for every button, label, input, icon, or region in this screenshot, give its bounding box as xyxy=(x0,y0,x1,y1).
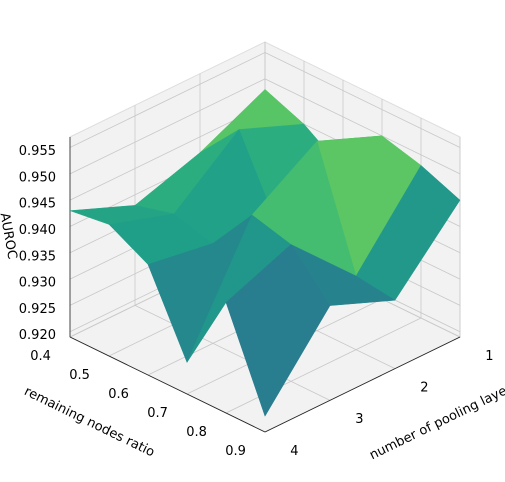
y-tick-label: 0.9 xyxy=(225,444,246,459)
grid-line xyxy=(134,304,331,401)
grid-line xyxy=(264,78,461,175)
x-tick-label: 4 xyxy=(290,444,298,459)
z-tick-label: 0.945 xyxy=(19,197,56,212)
x-axis-label: number of pooling layer xyxy=(367,381,505,463)
z-tick-label: 0.940 xyxy=(19,223,56,238)
y-tick-label: 0.4 xyxy=(30,349,51,364)
axis-line xyxy=(69,336,266,433)
surface-face xyxy=(225,244,331,417)
grid-line xyxy=(69,78,266,175)
surface xyxy=(69,89,461,417)
y-tick-label: 0.6 xyxy=(108,387,129,402)
y-axis-label: remaining nodes ratio xyxy=(22,384,157,460)
z-tick-label: 0.935 xyxy=(19,249,56,264)
axis-line xyxy=(264,336,461,433)
y-tick-label: 0.8 xyxy=(186,425,207,440)
x-tick-label: 1 xyxy=(485,349,493,364)
y-tick-label: 0.7 xyxy=(147,406,168,421)
y-tick-label: 0.5 xyxy=(69,368,90,383)
grid-line xyxy=(69,52,266,148)
z-tick-label: 0.930 xyxy=(19,276,56,291)
x-tick-label: 3 xyxy=(355,412,363,427)
z-axis-label: AUROC xyxy=(0,212,19,261)
z-tick-label: 0.950 xyxy=(19,170,56,185)
grid-line xyxy=(264,52,461,148)
x-tick-label: 2 xyxy=(420,381,428,396)
z-tick-label: 0.920 xyxy=(19,328,56,343)
z-tick-label: 0.955 xyxy=(19,144,56,159)
z-tick-label: 0.925 xyxy=(19,302,56,317)
